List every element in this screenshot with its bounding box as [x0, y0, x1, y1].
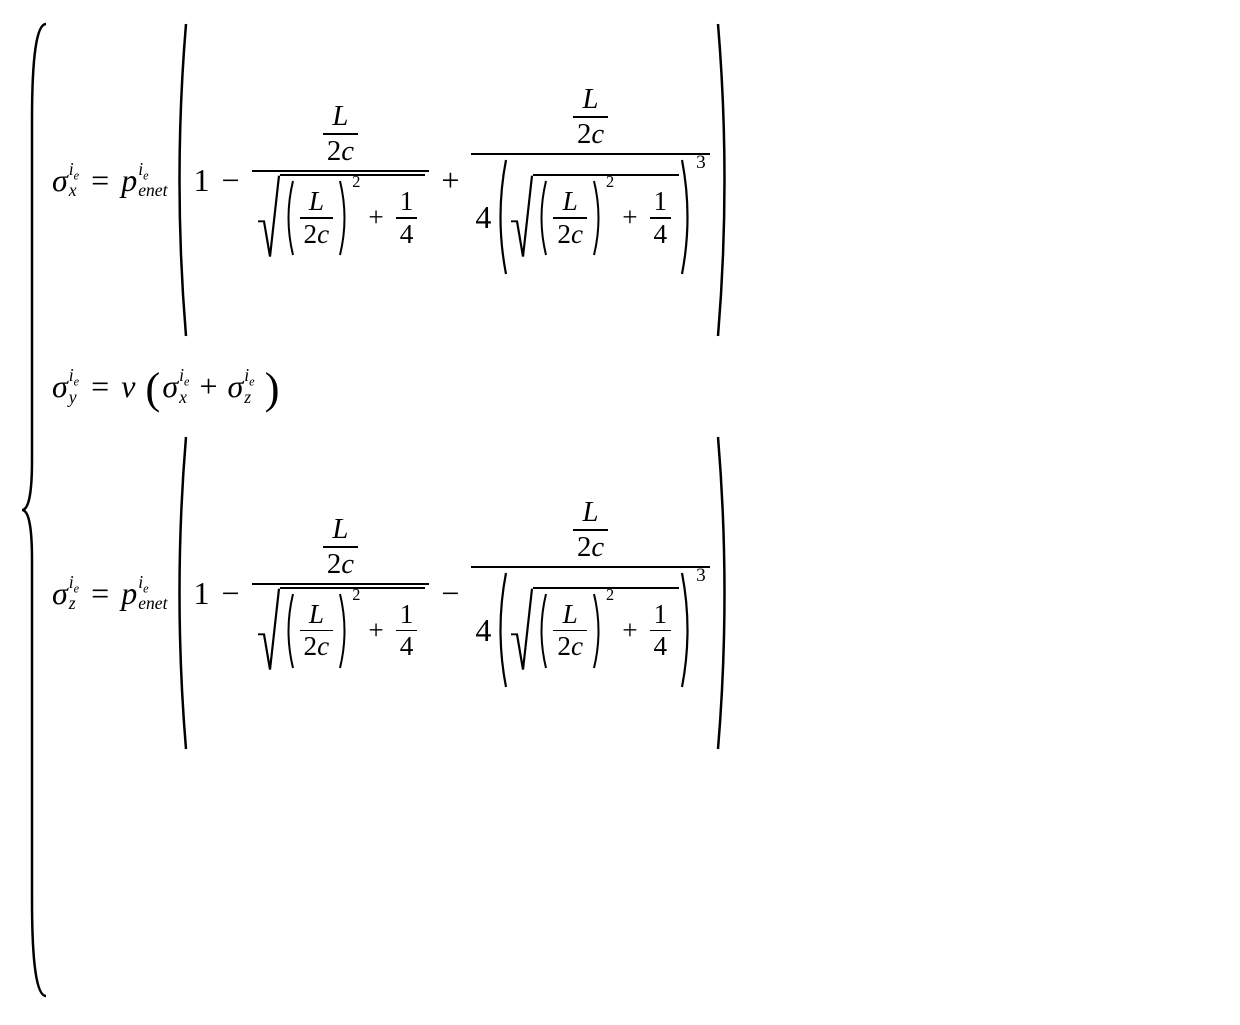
exponent-2: 2 — [352, 174, 360, 190]
L-over-2c: L 2c — [323, 100, 358, 168]
minus-sign: − — [222, 164, 240, 196]
sigma-x-ie: σ ie x — [162, 367, 189, 405]
big-paren-row1: 1 − L 2c — [170, 20, 734, 340]
left-brace — [20, 20, 48, 1000]
one-quarter: 1 4 — [396, 186, 418, 250]
superscript-ie: ie — [69, 161, 79, 182]
paren-right-icon: ) — [265, 366, 280, 411]
literal-four: 4 — [475, 201, 491, 233]
plus-sign: + — [441, 164, 459, 196]
equation-rows: σ ie x = p ie enet — [48, 20, 734, 1000]
L-over-2c: L 2c — [573, 83, 608, 151]
sigma-x-ie: σ ie x — [52, 161, 79, 199]
paren-right-icon — [714, 20, 734, 340]
sqrt-expr: L 2c 2 — [509, 174, 679, 260]
big-paren-row3: 1 − L 2c — [170, 433, 734, 753]
sigma-z-ie: σ ie z — [228, 367, 255, 405]
L-over-2c: L 2c — [553, 186, 587, 250]
equation-row-3: σ ie z = p ie enet — [52, 433, 734, 753]
paren-left-icon — [170, 20, 190, 340]
equation-system: σ ie x = p ie enet — [20, 20, 1220, 1000]
one-quarter: 1 4 — [650, 186, 672, 250]
L-over-2c: L 2c — [300, 186, 334, 250]
sigma-y-ie: σ ie y — [52, 367, 79, 405]
paren-left-icon — [170, 433, 190, 753]
paren-left-icon: ( — [145, 366, 160, 411]
paren-right-icon — [714, 433, 734, 753]
literal-one: 1 — [194, 164, 210, 196]
sigma-z-ie: σ ie z — [52, 574, 79, 612]
p-enet-ie: p ie enet — [121, 161, 167, 199]
cubed-paren: L 2c 2 — [493, 157, 695, 277]
nu: ν — [121, 370, 135, 402]
term2-fraction: L 2c 4 — [471, 81, 709, 279]
term1-fraction: L 2c — [252, 511, 430, 675]
minus-sign: − — [441, 577, 459, 609]
sqrt-expr: L 2c 2 + — [256, 174, 426, 260]
p-enet-ie: p ie enet — [121, 574, 167, 612]
exponent-3: 3 — [696, 153, 706, 172]
term2-fraction: L 2c 4 — [471, 494, 709, 692]
equation-row-2: σ ie y = ν ( σ ie x + σ ie — [52, 364, 734, 409]
equals-sign: = — [91, 164, 109, 196]
equation-row-1: σ ie x = p ie enet — [52, 20, 734, 340]
term1-fraction: L 2c — [252, 98, 430, 262]
